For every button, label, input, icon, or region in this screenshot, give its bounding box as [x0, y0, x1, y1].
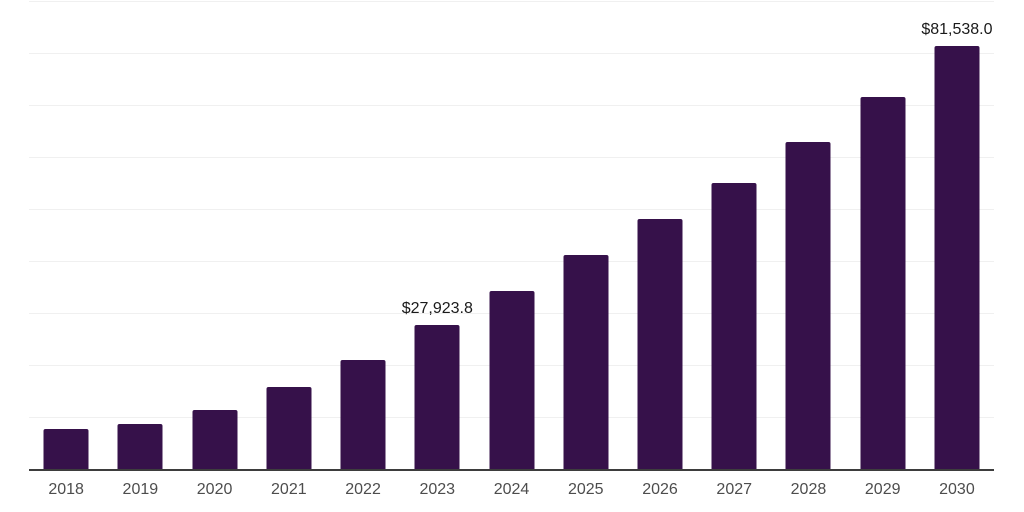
bar-2019[interactable] — [117, 424, 163, 470]
bar-2025[interactable] — [563, 254, 609, 470]
bar-slot-2023: $27,923.8 — [400, 2, 474, 470]
bar-slot-2025 — [549, 2, 623, 470]
x-tick-label-2023: 2023 — [419, 481, 456, 498]
bar-2029[interactable] — [860, 96, 906, 470]
x-tick-label-2029: 2029 — [864, 481, 901, 498]
bar-2028[interactable] — [785, 142, 831, 470]
bar-slot-2024 — [474, 2, 548, 470]
bar-2018[interactable] — [43, 429, 89, 470]
x-tick-label-2018: 2018 — [48, 481, 84, 498]
bar-slot-2030: $81,538.0 — [920, 2, 994, 470]
x-tick-label-2019: 2019 — [122, 481, 159, 498]
x-tick-label-2020: 2020 — [196, 481, 233, 498]
bar-2023[interactable] — [414, 324, 460, 470]
x-tick-label-2024: 2024 — [493, 481, 530, 498]
gridline-40000 — [29, 261, 994, 262]
bar-slot-2021 — [252, 2, 326, 470]
bar-2027[interactable] — [711, 182, 757, 470]
gridline-50000 — [29, 209, 994, 210]
x-tick-label-2025: 2025 — [567, 481, 604, 498]
x-tick-label-2022: 2022 — [345, 481, 381, 498]
bar-slot-2019 — [103, 2, 177, 470]
bar-slot-2026 — [623, 2, 697, 470]
bar-value-label-2030: $81,538.0 — [921, 21, 993, 39]
bar-slot-2029 — [846, 2, 920, 470]
gridline-70000 — [29, 105, 994, 106]
bar-2026[interactable] — [637, 219, 683, 470]
bar-2022[interactable] — [340, 359, 386, 470]
bar-2030[interactable] — [934, 46, 980, 470]
plot-area: $27,923.8 $81,538.0 — [29, 1, 994, 471]
bar-2024[interactable] — [489, 291, 535, 470]
x-tick-label-2027: 2027 — [716, 481, 753, 498]
x-axis-line — [29, 469, 994, 471]
x-axis-labels: 2018 2019 2020 2021 2022 2023 2024 2025 2026 2027… — [29, 481, 994, 499]
bar-slot-2018 — [29, 2, 103, 470]
bar-slot-2028 — [771, 2, 845, 470]
bar-slot-2020 — [177, 2, 251, 470]
gridline-60000 — [29, 157, 994, 158]
x-tick-label-2028: 2028 — [790, 481, 827, 498]
gridline-90000 — [29, 1, 994, 2]
x-tick-label-2030: 2030 — [939, 481, 975, 498]
x-tick-label-2021: 2021 — [271, 481, 307, 498]
x-tick-label-2026: 2026 — [642, 481, 678, 498]
bar-slot-2022 — [326, 2, 400, 470]
bar-slot-2027 — [697, 2, 771, 470]
bar-2020[interactable] — [192, 410, 238, 470]
bar-value-label-2023: $27,923.8 — [401, 299, 473, 317]
bar-series: $27,923.8 $81,538.0 — [29, 2, 994, 470]
bar-2021[interactable] — [266, 387, 312, 470]
gridline-80000 — [29, 53, 994, 54]
